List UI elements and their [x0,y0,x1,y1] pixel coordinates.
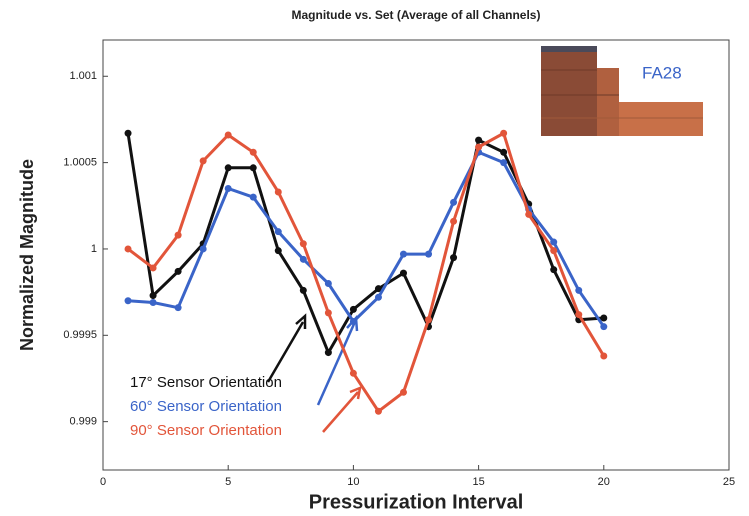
data-point [475,143,483,151]
data-point [349,369,357,377]
data-point [224,164,232,172]
x-tick-label: 25 [723,476,735,488]
data-point [299,286,307,294]
data-point [450,254,458,262]
data-point [274,188,282,196]
data-point [500,159,508,167]
data-point [149,298,157,306]
data-point [124,245,132,253]
data-point [550,266,558,274]
data-point [124,129,132,137]
data-point [500,148,508,156]
data-point [199,245,207,253]
data-point [249,193,257,201]
data-point [425,250,433,258]
x-tick-label: 15 [472,476,484,488]
data-point [174,267,182,275]
data-point [174,304,182,312]
inset-image [541,46,703,136]
data-point [349,317,357,325]
data-point [149,264,157,272]
data-point [274,247,282,255]
legend-entry: 90° Sensor Orientation [130,422,282,439]
data-point [124,297,132,305]
x-tick-label: 0 [100,476,106,488]
y-axis-label: Normalized Magnitude [17,159,37,351]
data-point [149,292,157,300]
data-point [600,323,608,331]
plot-frame [102,39,730,471]
data-point [299,240,307,248]
data-point [224,131,232,139]
legend-entry: 17° Sensor Orientation [130,374,282,391]
data-point [249,148,257,156]
data-point [199,157,207,165]
data-point [575,286,583,294]
data-point [274,228,282,236]
data-point [450,217,458,225]
data-point [299,255,307,263]
data-point [324,309,332,317]
data-point [525,210,533,218]
series-line [126,133,604,356]
data-point [249,164,257,172]
data-point [399,269,407,277]
y-tick-label: 1.001 [69,70,97,82]
data-point [224,185,232,193]
data-point [600,314,608,322]
x-tick-label: 5 [225,476,231,488]
data-point [600,352,608,360]
x-tick-label: 10 [347,476,359,488]
annotation: FA28 [642,63,682,82]
y-tick-label: 1.0005 [63,157,97,169]
chart-title: Magnitude vs. Set (Average of all Channe… [292,8,541,22]
y-tick-label: 0.999 [69,416,97,428]
data-point [425,316,433,324]
data-point [475,136,483,144]
data-point [575,311,583,319]
data-point [349,305,357,313]
data-point [500,129,508,137]
x-axis-label: Pressurization Interval [309,491,524,513]
y-tick-label: 0.9995 [63,329,97,341]
data-point [374,407,382,415]
data-point [374,285,382,293]
data-point [174,231,182,239]
data-point [550,238,558,246]
legend-entry: 60° Sensor Orientation [130,398,282,415]
data-point [450,198,458,206]
data-point [399,250,407,258]
data-point [399,388,407,396]
data-point [550,247,558,255]
y-tick-label: 1 [91,243,97,255]
data-point [324,279,332,287]
series-line [127,131,606,414]
data-point [324,349,332,357]
legend-arrows [266,313,362,433]
data-point [374,293,382,301]
x-tick-label: 20 [598,476,610,488]
